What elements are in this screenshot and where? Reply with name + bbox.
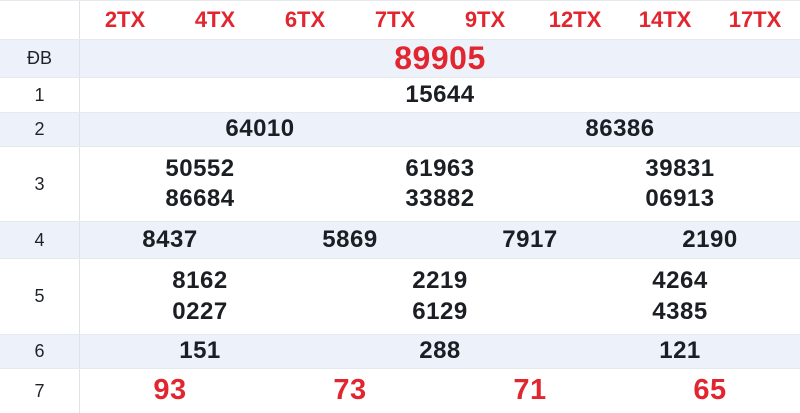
prize-row-6: 6 151 288 121 (0, 335, 800, 369)
row-label-4: 4 (0, 222, 80, 258)
prize-group: 50552 86684 (80, 147, 320, 221)
prize-group: 39831 06913 (560, 147, 800, 221)
row-label-3: 3 (0, 147, 80, 221)
row-label-db: ĐB (0, 40, 80, 77)
prize-group: 61963 33882 (320, 147, 560, 221)
prize-group: 93 (80, 369, 260, 413)
column-header-6tx[interactable]: 6TX (284, 7, 326, 32)
prize-value: 121 (659, 337, 701, 365)
column-header-17tx[interactable]: 17TX (728, 7, 782, 32)
prize-group: 8162 0227 (80, 259, 320, 334)
prize-value: 86684 (165, 185, 235, 212)
prize-row-2: 2 64010 86386 (0, 113, 800, 147)
row-label-7: 7 (0, 369, 80, 413)
prize-value: 0227 (172, 297, 228, 325)
prize-value-highlight: 73 (333, 374, 367, 407)
column-header-14tx[interactable]: 14TX (638, 7, 692, 32)
prize-value: 8437 (142, 225, 198, 253)
prize-value: 50552 (165, 154, 235, 182)
prize-row-4: 4 8437 5869 7917 2190 (0, 222, 800, 259)
prize-value: 33882 (405, 185, 475, 212)
prize-value: 8162 (172, 267, 228, 295)
prize-group: 288 (320, 335, 560, 368)
prize-group: 7917 (440, 222, 620, 258)
prize-row-db: ĐB 89905 (0, 40, 800, 78)
prize-value: 5869 (322, 225, 378, 253)
row-label-6: 6 (0, 335, 80, 368)
column-header-2tx[interactable]: 2TX (104, 7, 146, 32)
header-label-spacer (0, 1, 80, 39)
prize-value-special: 89905 (394, 39, 486, 76)
prize-group: 4264 4385 (560, 259, 800, 334)
prize-value-highlight: 65 (693, 374, 727, 407)
prize-row-3: 3 50552 86684 61963 33882 39831 06913 (0, 147, 800, 222)
prize-value: 15644 (405, 80, 475, 108)
prize-group: 151 (80, 335, 320, 368)
prize-row-5: 5 8162 0227 2219 6129 4264 4385 (0, 259, 800, 335)
column-header-9tx[interactable]: 9TX (464, 7, 506, 32)
prize-value: 64010 (225, 115, 295, 143)
prize-group: 73 (260, 369, 440, 413)
prize-value: 151 (179, 337, 221, 365)
prize-value: 06913 (645, 185, 715, 212)
prize-value: 61963 (405, 154, 475, 182)
prize-value-highlight: 71 (513, 374, 547, 407)
prize-group: 2219 6129 (320, 259, 560, 334)
prize-value: 6129 (412, 297, 468, 325)
row-label-1: 1 (0, 78, 80, 112)
column-header-4tx[interactable]: 4TX (194, 7, 236, 32)
header-columns: 2TX 4TX 6TX 7TX 9TX 12TX 14TX 17TX (80, 1, 800, 39)
prize-value: 4264 (652, 267, 708, 295)
prize-group: 71 (440, 369, 620, 413)
prize-row-7: 7 93 73 71 65 (0, 369, 800, 413)
prize-group: 64010 (80, 113, 440, 146)
prize-value: 86386 (585, 115, 655, 143)
prize-value: 2190 (682, 225, 738, 253)
prize-group: 86386 (440, 113, 800, 146)
header-row: 2TX 4TX 6TX 7TX 9TX 12TX 14TX 17TX (0, 1, 800, 40)
prize-row-1: 1 15644 (0, 78, 800, 113)
prize-value: 7917 (502, 225, 558, 253)
prize-group: 15644 (80, 78, 800, 112)
prize-value: 39831 (645, 154, 715, 182)
prize-group: 5869 (260, 222, 440, 258)
column-header-7tx[interactable]: 7TX (374, 7, 416, 32)
prize-group: 121 (560, 335, 800, 368)
prize-group: 89905 (80, 40, 800, 77)
prize-value-highlight: 93 (153, 374, 187, 407)
column-header-12tx[interactable]: 12TX (548, 7, 602, 32)
prize-value: 2219 (412, 267, 468, 295)
prize-group: 8437 (80, 222, 260, 258)
prize-group: 2190 (620, 222, 800, 258)
prize-value: 4385 (652, 297, 708, 325)
row-label-2: 2 (0, 113, 80, 146)
prize-value: 288 (419, 337, 461, 365)
row-label-5: 5 (0, 259, 80, 334)
prize-group: 65 (620, 369, 800, 413)
